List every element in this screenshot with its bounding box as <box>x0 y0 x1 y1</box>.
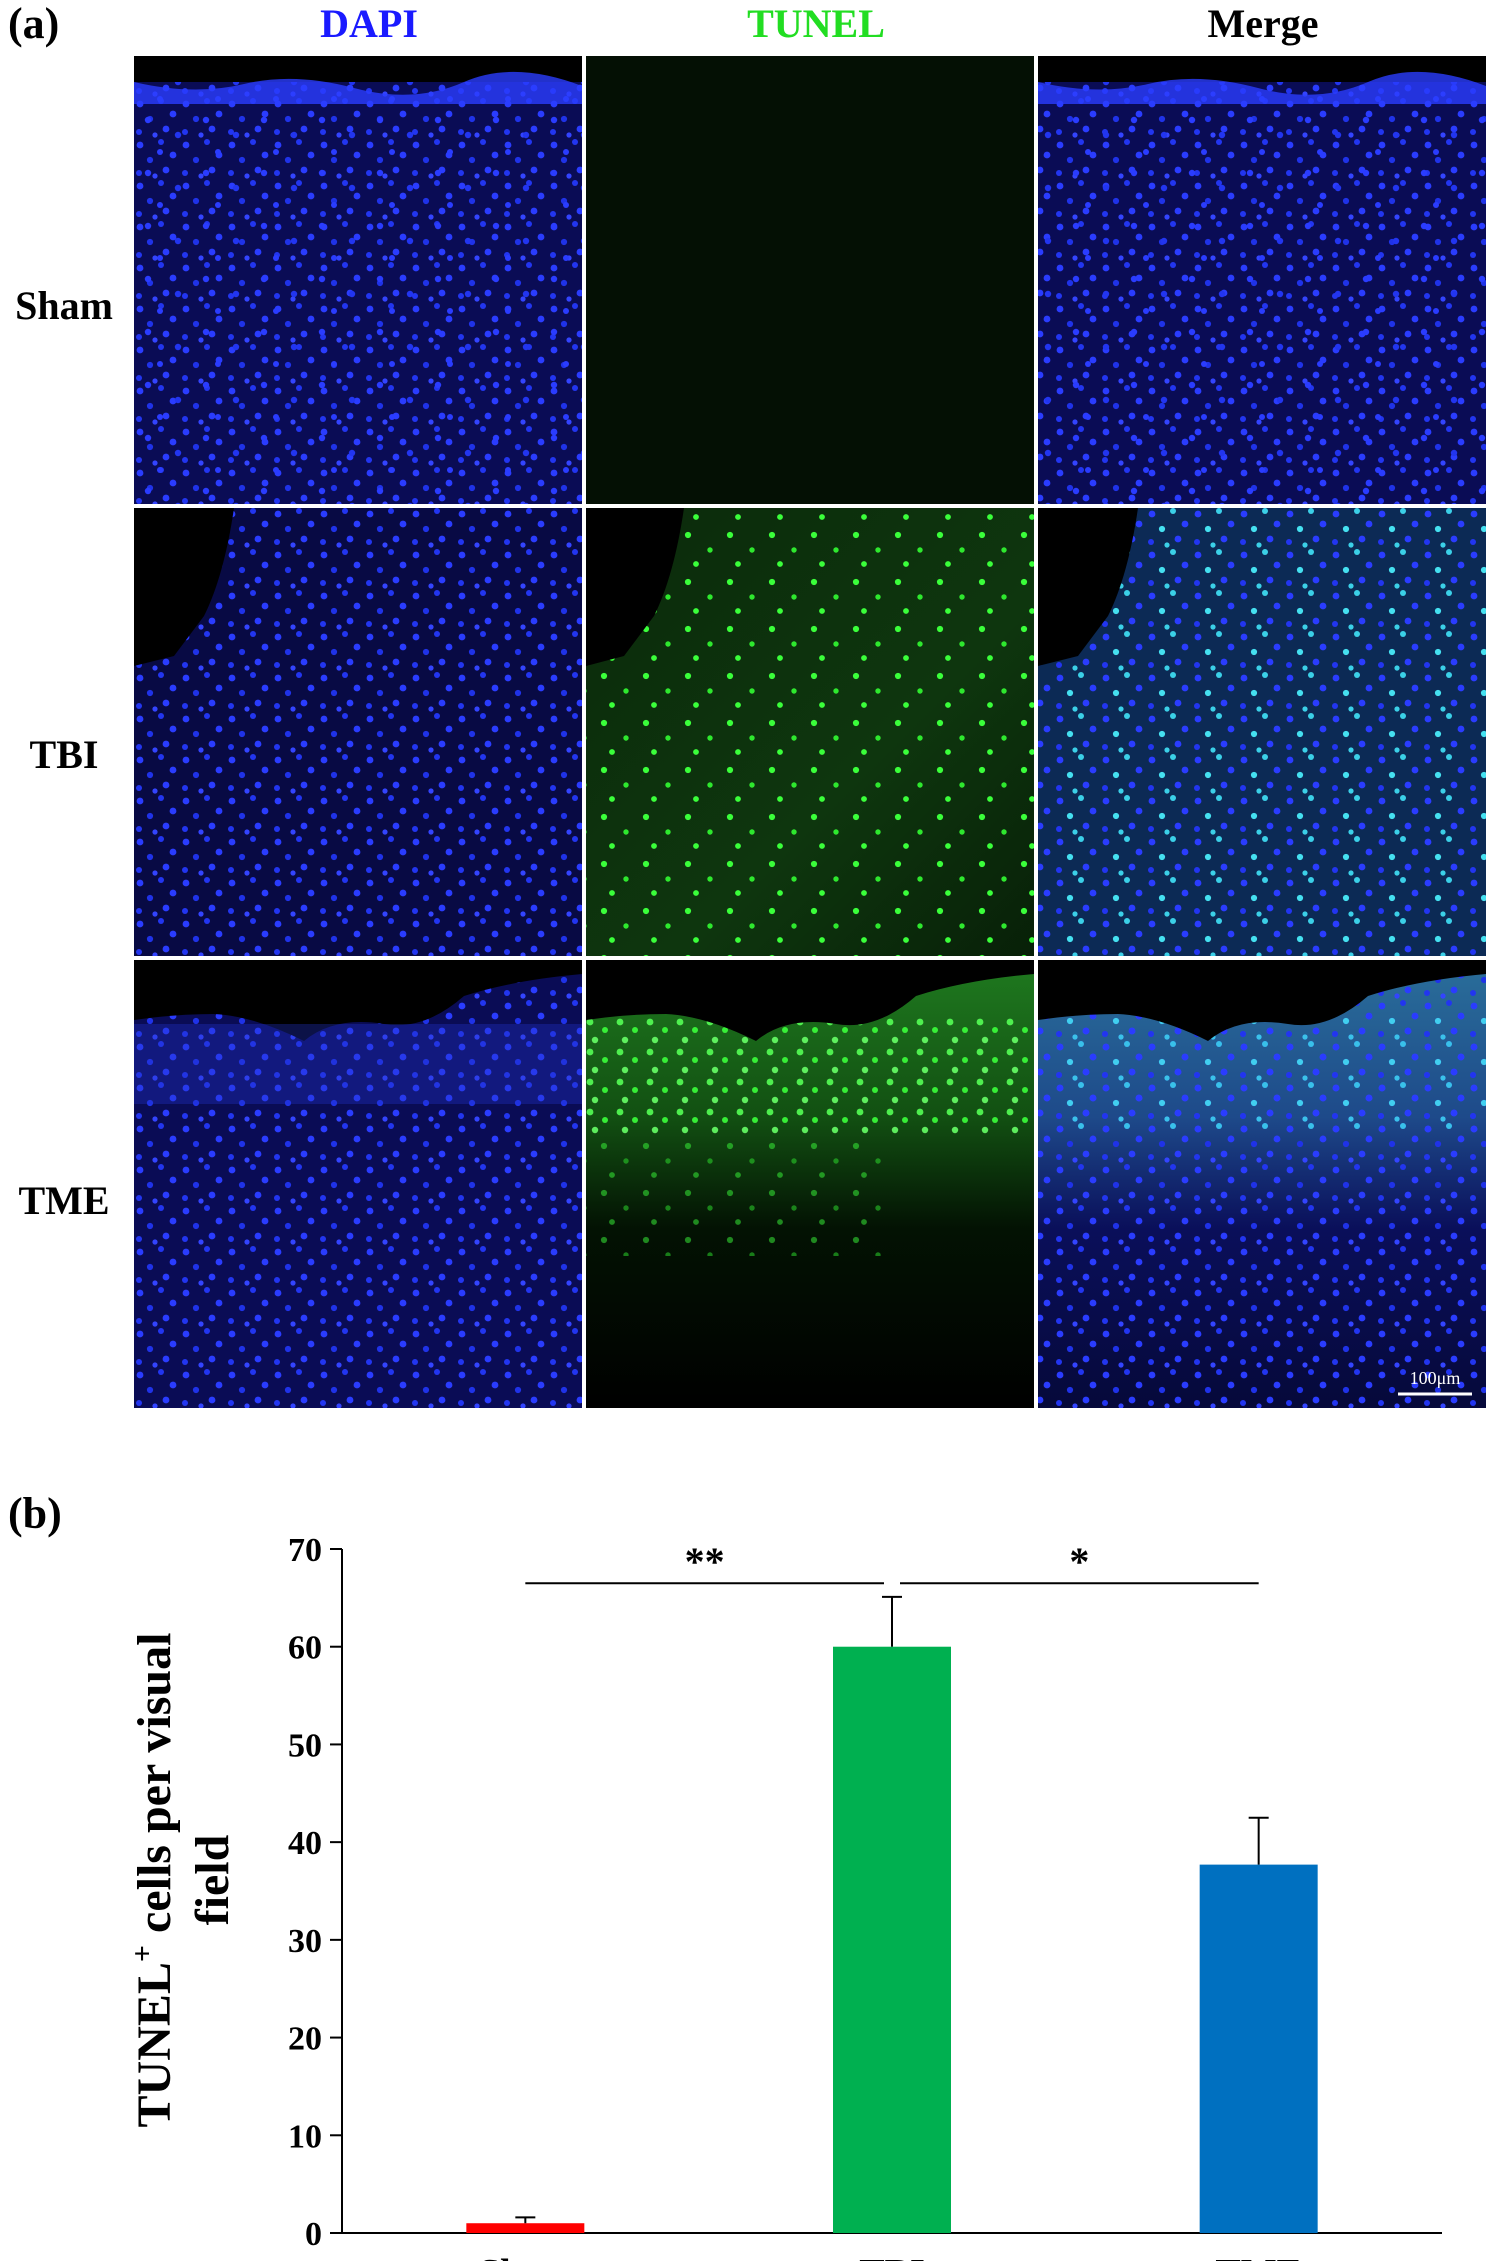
panel-a-label: (a) <box>8 0 60 48</box>
panel-tbi-dapi <box>134 508 582 956</box>
y-tick-label-50: 50 <box>288 1727 322 1764</box>
y-tick-label-0: 0 <box>305 2216 322 2253</box>
microscopy-grid: 100μm <box>134 56 1492 1416</box>
x-tick-label-sham: Sham <box>479 2252 572 2261</box>
y-tick-label-10: 10 <box>288 2118 322 2155</box>
column-header-tunel: TUNEL <box>747 1 885 46</box>
panel-tbi-merge <box>1038 508 1486 956</box>
column-header-merge: Merge <box>1207 1 1319 46</box>
panel-tme-tunel <box>586 960 1034 1408</box>
scale-bar-label: 100μm <box>1410 1368 1461 1388</box>
panel-sham-merge <box>1038 56 1486 504</box>
y-tick-label-30: 30 <box>288 1923 322 1960</box>
y-tick-label-60: 60 <box>288 1630 322 1667</box>
y-tick-label-40: 40 <box>288 1825 322 1862</box>
panel-sham-dapi <box>134 56 582 504</box>
row-label-tbi: TBI <box>29 732 99 777</box>
bar-sham <box>466 2223 585 2233</box>
significance-label-0: ** <box>685 1539 725 1584</box>
row-label-tme: TME <box>18 1178 110 1223</box>
significance-label-1: * <box>1069 1539 1089 1584</box>
panel-tme-dapi <box>134 960 582 1408</box>
tunel-bar-chart: TUNEL+ cells per visual field 0 10 20 30 40 5… <box>126 1532 1442 2261</box>
column-header-dapi: DAPI <box>320 1 418 46</box>
y-tick-label-20: 20 <box>288 2021 322 2058</box>
x-tick-label-tbi: TBI <box>859 2252 924 2261</box>
panel-b-label: (b) <box>8 1489 62 1538</box>
y-axis-label: TUNEL+ cells per visual field <box>126 1633 239 2128</box>
y-axis-label-line2: field <box>186 1834 239 1925</box>
row-label-sham: Sham <box>15 283 113 328</box>
panel-sham-tunel <box>586 56 1034 504</box>
x-tick-label-tme: TME <box>1215 2252 1302 2261</box>
panel-tme-merge: 100μm <box>1038 960 1486 1408</box>
y-tick-label-70: 70 <box>288 1532 322 1569</box>
panel-tbi-tunel <box>586 508 1034 956</box>
y-axis-label-line1: TUNEL+ cells per visual <box>126 1633 181 2128</box>
bar-tbi <box>833 1646 951 2233</box>
bar-tme <box>1199 1864 1318 2233</box>
